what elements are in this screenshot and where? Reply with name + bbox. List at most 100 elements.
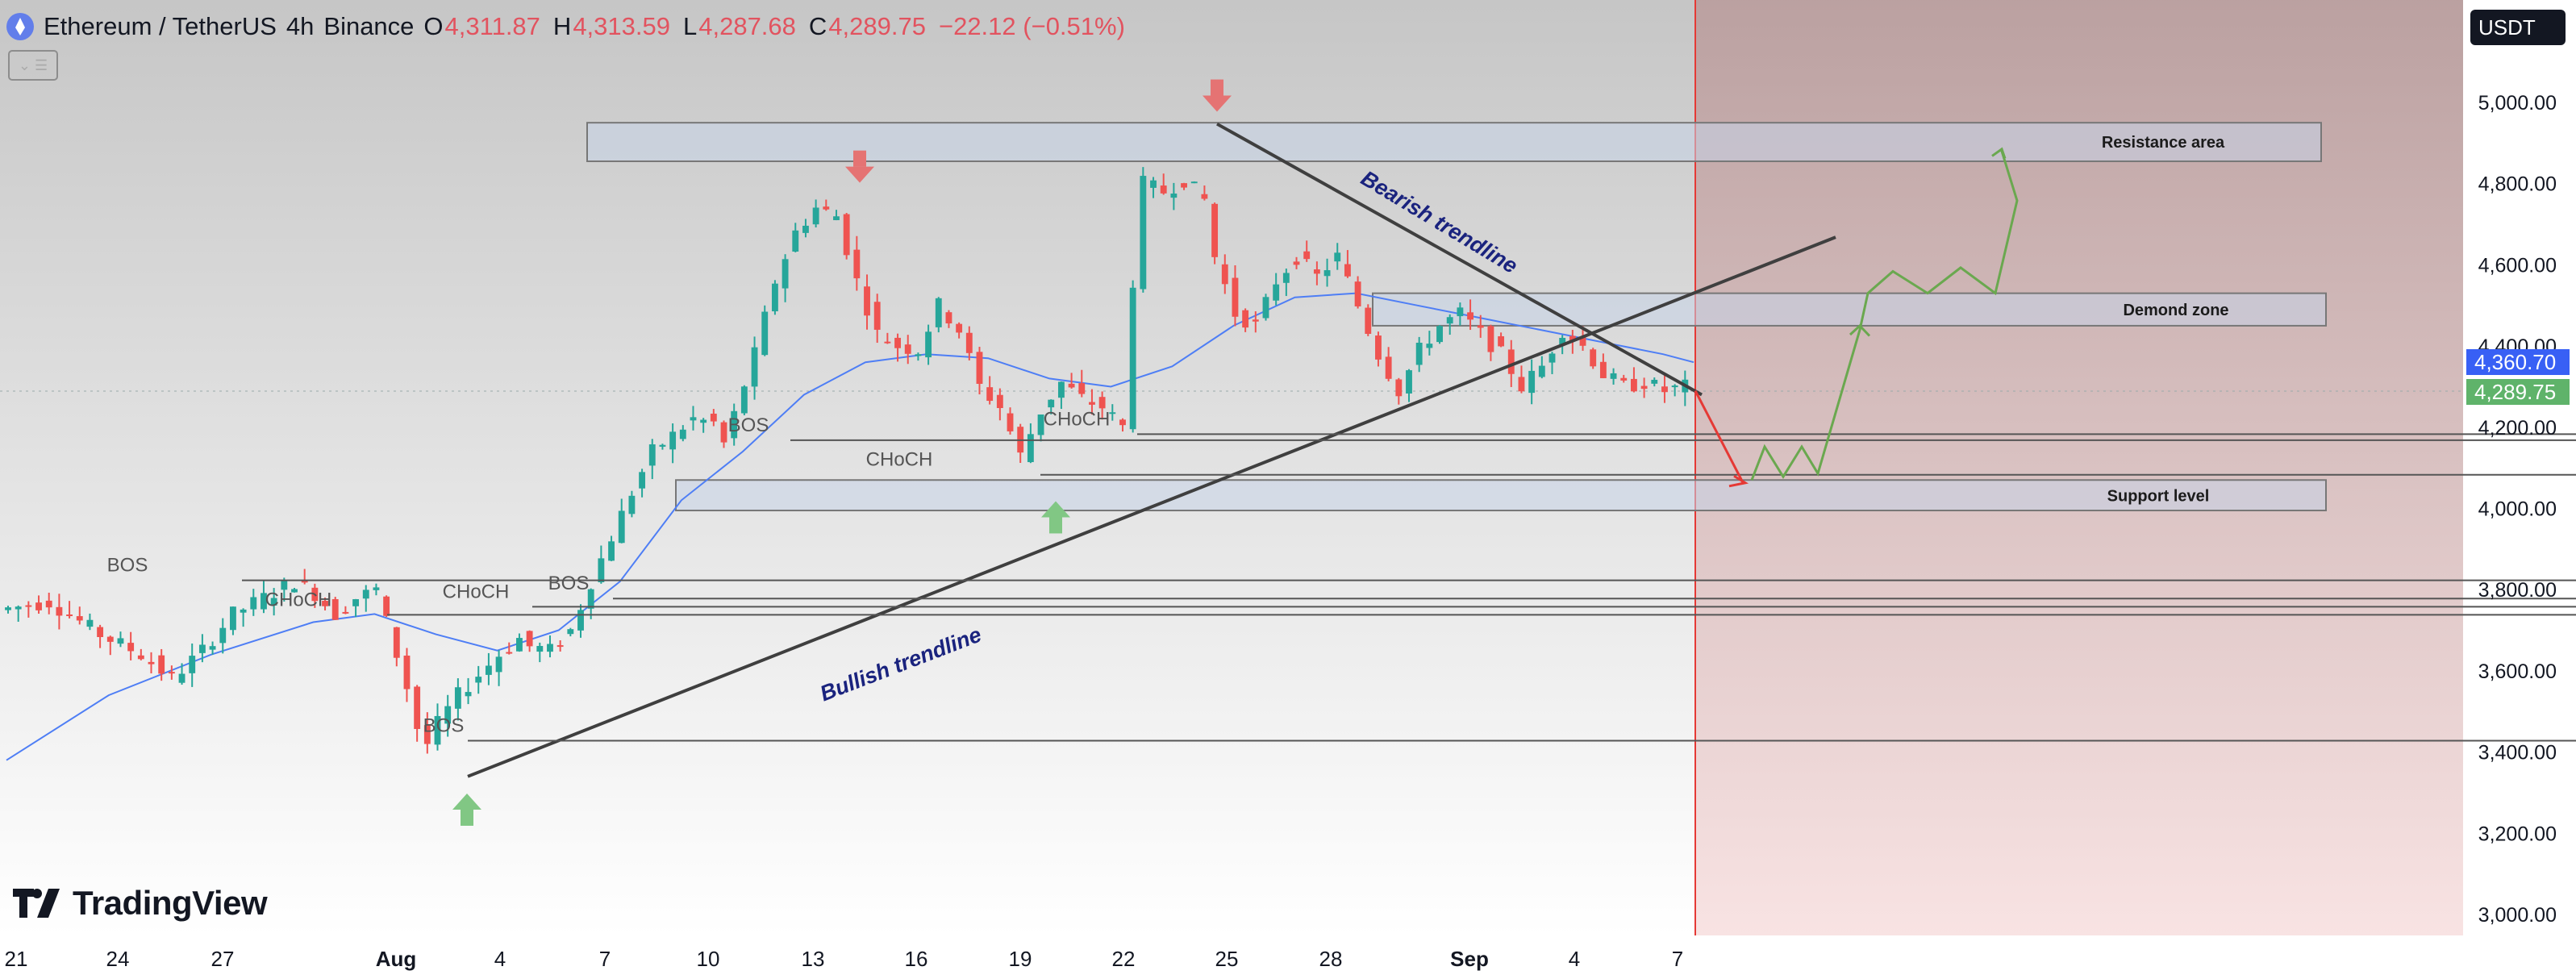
- candle-body: [198, 644, 206, 653]
- candle-body: [679, 429, 686, 440]
- collapse-legend-button[interactable]: ⌄ ☰: [8, 50, 58, 81]
- candle: [219, 618, 227, 654]
- candle: [198, 634, 206, 663]
- candle-body: [1487, 326, 1494, 352]
- candle-body: [986, 387, 994, 402]
- candle: [1211, 202, 1219, 265]
- candle-body: [1089, 402, 1095, 405]
- candle: [536, 642, 544, 663]
- candle-body: [771, 283, 778, 312]
- x-axis-tick-label: Sep: [1450, 947, 1489, 971]
- y-axis-tick-label: 4,800.00: [2478, 173, 2557, 196]
- candle: [261, 580, 267, 614]
- candle: [1599, 353, 1607, 379]
- high-key: H: [552, 12, 572, 40]
- arrow-head: [452, 793, 481, 810]
- candle-body: [1538, 365, 1545, 377]
- candle: [639, 469, 646, 498]
- candle-body: [1507, 349, 1515, 374]
- y-axis-tick-label: 3,400.00: [2478, 742, 2557, 764]
- currency-button[interactable]: USDT: [2470, 10, 2566, 45]
- candle: [965, 326, 973, 360]
- candle: [1610, 368, 1617, 385]
- interval-label[interactable]: 4h: [286, 12, 315, 40]
- candle: [618, 498, 625, 544]
- tradingview-logo[interactable]: TradingView: [13, 884, 268, 923]
- candle-body: [189, 656, 196, 673]
- candle: [1232, 265, 1239, 327]
- candle-body: [812, 207, 819, 225]
- candle-body: [720, 422, 727, 443]
- candle-body: [454, 687, 461, 709]
- candle: [812, 199, 819, 227]
- candle-body: [751, 347, 758, 387]
- sell-arrow-down-icon: [845, 150, 874, 183]
- candle: [1181, 182, 1187, 190]
- candle-body: [1313, 269, 1320, 274]
- y-axis-tick-label: 5,000.00: [2478, 92, 2557, 115]
- candle: [352, 598, 360, 618]
- candle: [1385, 347, 1392, 381]
- candle-body: [1078, 383, 1086, 394]
- candle-body: [495, 656, 502, 673]
- bearish-projection-arrow-icon: [1728, 474, 1749, 488]
- candle: [76, 606, 83, 625]
- arrow-head: [845, 166, 874, 183]
- candle-body: [331, 598, 339, 620]
- candle-body: [106, 636, 114, 642]
- candle: [270, 588, 277, 616]
- candle: [740, 385, 748, 415]
- candle-body: [86, 619, 94, 627]
- ma-price-badge: 4,360.70: [2466, 349, 2570, 375]
- candle: [526, 630, 533, 652]
- candle-body: [956, 323, 963, 333]
- candle-body: [1426, 344, 1433, 348]
- candle-body: [475, 677, 482, 683]
- candle-body: [761, 311, 769, 356]
- candle-body: [66, 614, 73, 616]
- candle-body: [925, 331, 932, 358]
- candle-body: [690, 417, 697, 421]
- candle: [1457, 302, 1464, 326]
- candle-body: [1150, 180, 1157, 188]
- y-axis-tick-label: 4,200.00: [2478, 417, 2557, 440]
- candle-body: [1640, 385, 1648, 390]
- candle: [1395, 377, 1403, 405]
- candle: [322, 597, 328, 610]
- candle-body: [853, 249, 861, 279]
- candle: [894, 333, 901, 362]
- candle-body: [1119, 419, 1126, 426]
- candle-body: [526, 631, 533, 647]
- candle: [148, 652, 155, 673]
- y-axis-tick-label: 3,800.00: [2478, 579, 2557, 602]
- candle: [823, 199, 830, 211]
- candle: [1037, 415, 1044, 442]
- candle: [679, 425, 686, 442]
- candle-body: [945, 312, 952, 324]
- candle: [700, 418, 707, 433]
- candle: [1273, 273, 1280, 306]
- candle: [1027, 423, 1034, 464]
- open-value: 4,311.87: [444, 12, 540, 40]
- candle-body: [423, 725, 431, 744]
- x-axis-tick-label: 4: [1569, 947, 1580, 971]
- candle-body: [833, 216, 840, 221]
- candle-body: [444, 706, 452, 724]
- candle: [158, 648, 165, 681]
- candle: [1375, 331, 1382, 367]
- pair-name[interactable]: Ethereum / TetherUS: [44, 12, 277, 40]
- candle-body: [465, 692, 472, 697]
- structure-label: CHoCH: [1044, 408, 1111, 430]
- candle-body: [56, 606, 63, 616]
- candle: [1538, 356, 1545, 379]
- candle-body: [1569, 335, 1576, 341]
- x-axis-tick-label: 10: [697, 947, 720, 971]
- y-axis-tick-label: 3,000.00: [2478, 904, 2557, 927]
- x-axis-tick-label: 22: [1112, 947, 1136, 971]
- candle-body: [1303, 251, 1311, 260]
- candle-body: [209, 646, 216, 650]
- candle-body: [97, 627, 104, 638]
- candle-body: [710, 413, 717, 422]
- candle-body: [864, 286, 870, 316]
